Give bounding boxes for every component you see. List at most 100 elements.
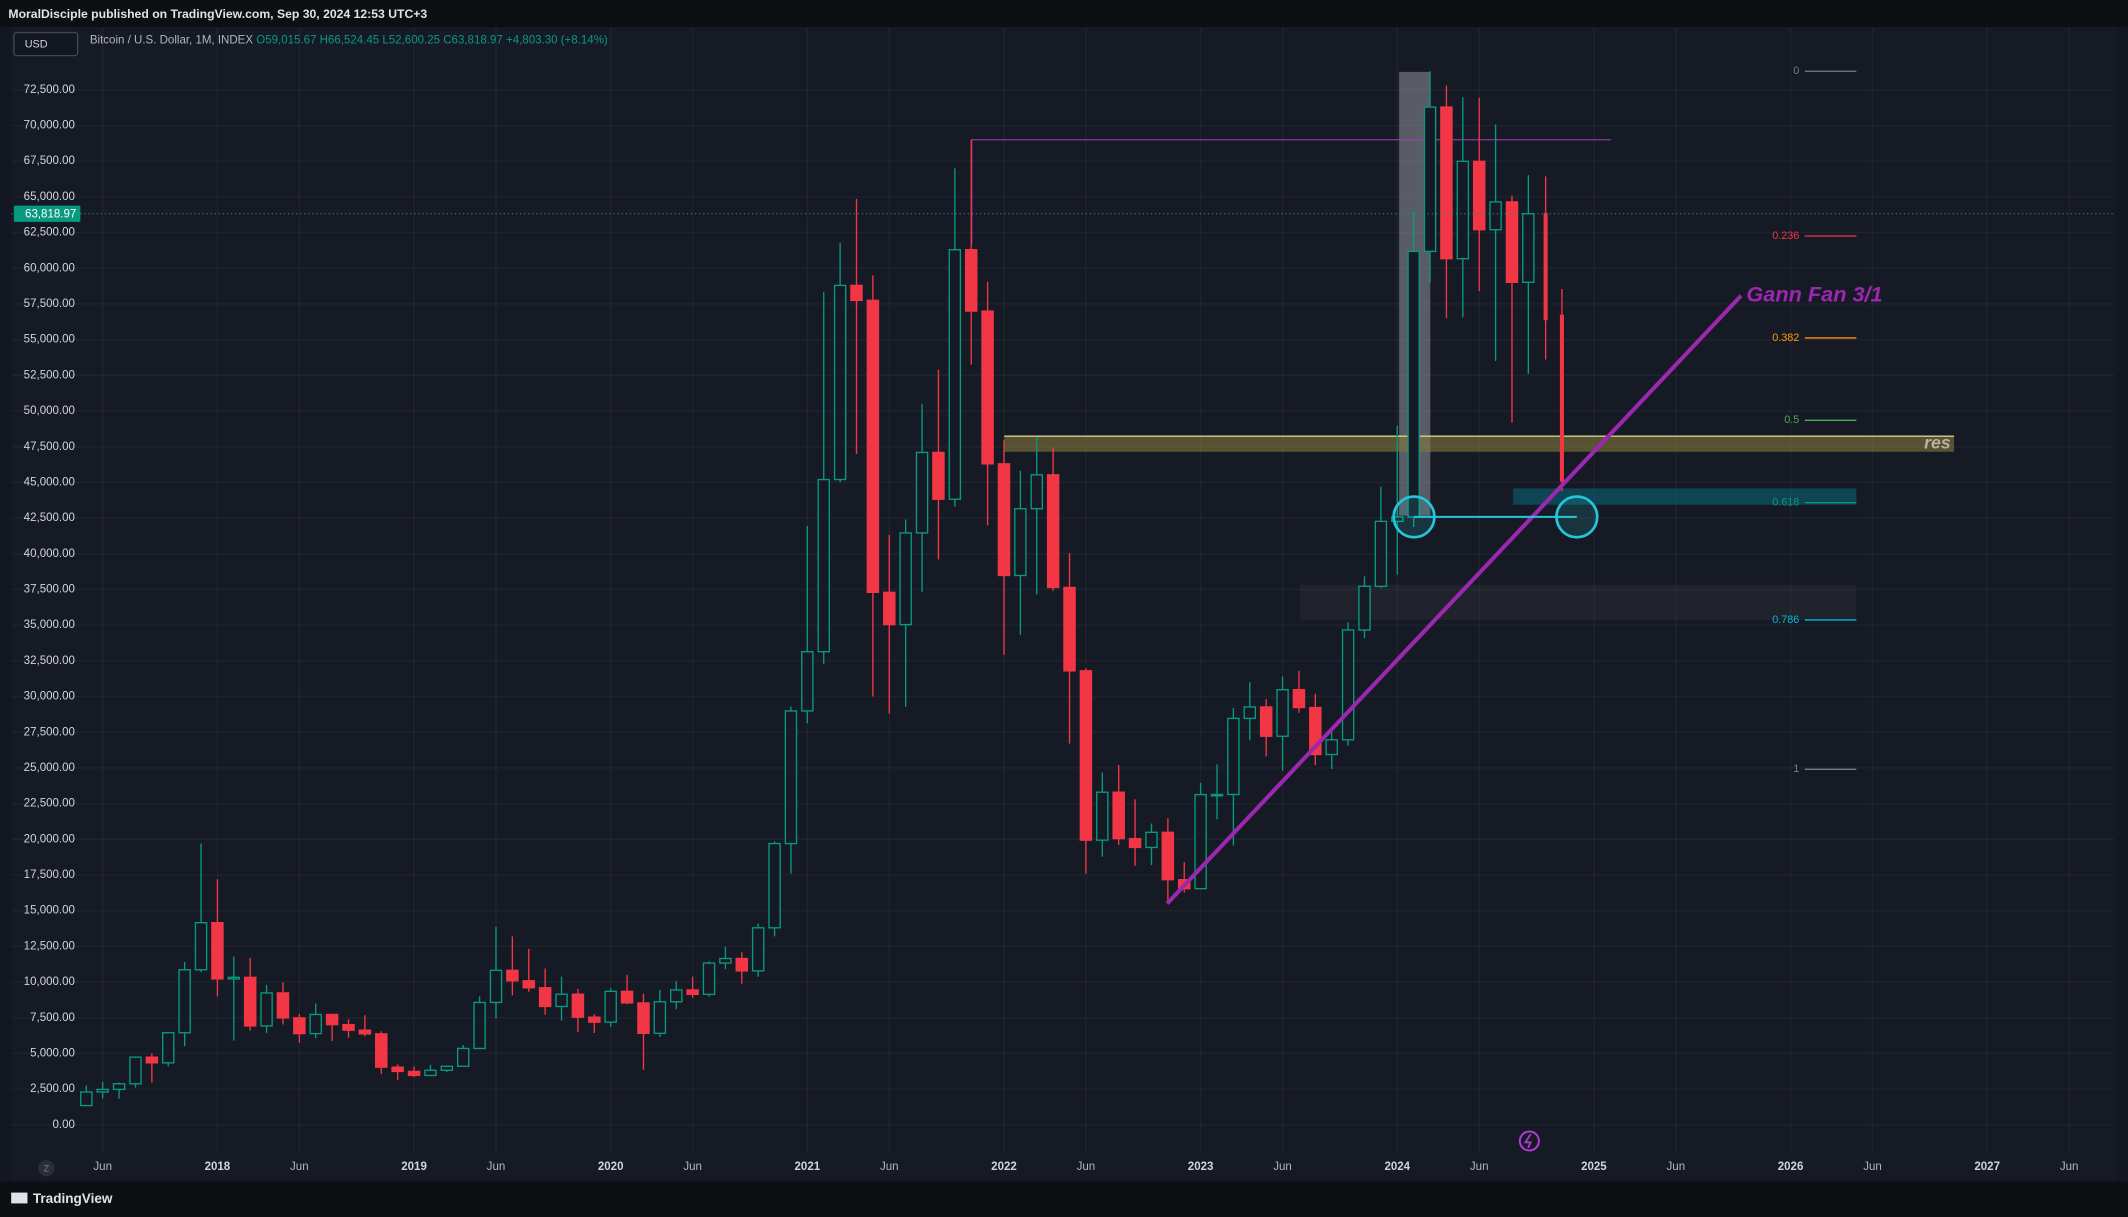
y-tick-label: 30,000.00 <box>24 691 75 703</box>
candle-body <box>1276 689 1289 737</box>
candle-body <box>653 1001 667 1034</box>
candle-body <box>588 1016 601 1023</box>
candle-body <box>129 1056 142 1085</box>
drawings: Gann Fan 3/1 res <box>1165 176 1951 1152</box>
y-tick-label: 5,000.00 <box>30 1047 75 1059</box>
candle-body <box>964 249 978 312</box>
y-tick-label: 27,500.00 <box>24 726 75 738</box>
fib-label: 0 <box>1793 65 1799 77</box>
projection-body <box>1559 314 1564 482</box>
currency[interactable]: USD <box>25 39 48 51</box>
candle-body <box>489 969 503 1004</box>
candle-body <box>1522 213 1535 283</box>
candle-body <box>1309 706 1322 756</box>
candle-body <box>1325 739 1338 756</box>
y-tick-label: 15,000.00 <box>24 905 75 917</box>
legend-high: H66,524.45 <box>320 35 380 47</box>
candle-body <box>227 976 241 980</box>
candle-body <box>932 451 945 500</box>
candle-body <box>1407 250 1420 518</box>
zoom-button[interactable] <box>38 1160 55 1177</box>
fib-label: 0.786 <box>1772 614 1799 626</box>
candle-body <box>211 921 224 980</box>
fib-label: 0.382 <box>1772 332 1799 344</box>
candle-body <box>1210 793 1224 797</box>
y-tick-label: 25,000.00 <box>24 762 75 774</box>
candle-body <box>162 1032 175 1064</box>
candle-body <box>735 957 749 972</box>
y-tick-label: 22,500.00 <box>24 798 75 810</box>
x-tick-label: Jun <box>290 1161 309 1173</box>
legend-low: L52,600.25 <box>382 35 440 47</box>
y-tick-label: 50,000.00 <box>24 405 75 417</box>
candle-body <box>833 284 847 481</box>
candle-body <box>637 1002 650 1034</box>
y-tick-label: 65,000.00 <box>24 191 75 203</box>
candle-body <box>817 478 830 653</box>
fib-levels: 0 0.236 0.382 0.5 0.618 0.786 1 <box>1772 65 1857 775</box>
zone <box>1300 584 1857 621</box>
candle-body <box>1227 717 1240 796</box>
x-tick-label: 2021 <box>795 1161 821 1173</box>
y-tick-label: 17,500.00 <box>24 869 75 881</box>
x-tick-label: 2022 <box>991 1161 1017 1173</box>
candles <box>80 71 1535 1107</box>
candle-body <box>866 299 880 594</box>
candle-body <box>1374 520 1388 588</box>
legend-open: O59,015.67 <box>256 35 316 47</box>
candle-body <box>342 1023 355 1031</box>
fib-label: 0.236 <box>1772 230 1799 242</box>
x-tick-label: Jun <box>2060 1161 2079 1173</box>
candle-body <box>473 1001 486 1050</box>
axes: 0.00 2,500.00 5,000.00 7,500.00 10,000.00 12,… <box>11 84 2115 1173</box>
gann-fan-line <box>1165 294 1743 905</box>
currency-button[interactable] <box>13 31 79 57</box>
y-tick-label: 37,500.00 <box>24 584 75 596</box>
candle-body <box>440 1065 454 1071</box>
candle-body <box>391 1066 404 1073</box>
y-tick-label: 10,000.00 <box>24 976 75 988</box>
candle-body <box>1243 706 1257 720</box>
zoom-label[interactable]: Z <box>44 1163 50 1174</box>
y-tick-label: 62,500.00 <box>24 227 75 239</box>
y-tick-label: 12,500.00 <box>24 940 75 952</box>
x-tick-label: Jun <box>1863 1161 1882 1173</box>
y-tick-label: 57,500.00 <box>24 298 75 310</box>
candle-body <box>719 957 732 964</box>
y-tick-label: 72,500.00 <box>24 84 75 96</box>
y-tick-label: 2,500.00 <box>30 1083 75 1095</box>
fib-label: 0.5 <box>1784 414 1799 426</box>
last-price-label: 63,818.97 <box>25 208 76 220</box>
candle-body <box>1128 837 1142 849</box>
candle-body <box>1292 689 1306 709</box>
candle-body <box>948 249 962 500</box>
y-tick-label: 7,500.00 <box>30 1012 75 1024</box>
x-tick-label: 2026 <box>1778 1161 1804 1173</box>
gann-label: Gann Fan 3/1 <box>1746 282 1882 307</box>
x-tick-label: Jun <box>1077 1161 1096 1173</box>
legend-symbol: Bitcoin / U.S. Dollar, 1M, INDEX <box>90 35 254 47</box>
candle-body <box>702 962 716 996</box>
legend-close: C63,818.97 <box>443 35 503 47</box>
candle-body <box>1161 831 1175 881</box>
icon <box>1518 1130 1540 1152</box>
candle-body <box>375 1033 388 1068</box>
top-bar <box>0 0 2128 28</box>
y-tick-label: 60,000.00 <box>24 262 75 274</box>
x-tick-label: 2027 <box>1974 1161 2000 1173</box>
candle-body <box>178 969 191 1034</box>
candle-body <box>506 969 519 982</box>
candle-body <box>883 591 896 626</box>
drawings-back <box>971 71 1955 621</box>
support-zone <box>1513 488 1857 505</box>
y-tick-label: 35,000.00 <box>24 619 75 631</box>
x-tick-label: 2020 <box>598 1161 624 1173</box>
candle-body <box>243 976 257 1027</box>
bottom-bar <box>0 1181 2128 1217</box>
candle-body <box>1472 160 1486 231</box>
x-tick-label: 2024 <box>1384 1161 1410 1173</box>
legend-change: +4,803.30 (+8.14%) <box>506 35 608 47</box>
header: MoralDisciple published on TradingView.c… <box>8 7 427 21</box>
candle-body <box>1423 106 1437 253</box>
